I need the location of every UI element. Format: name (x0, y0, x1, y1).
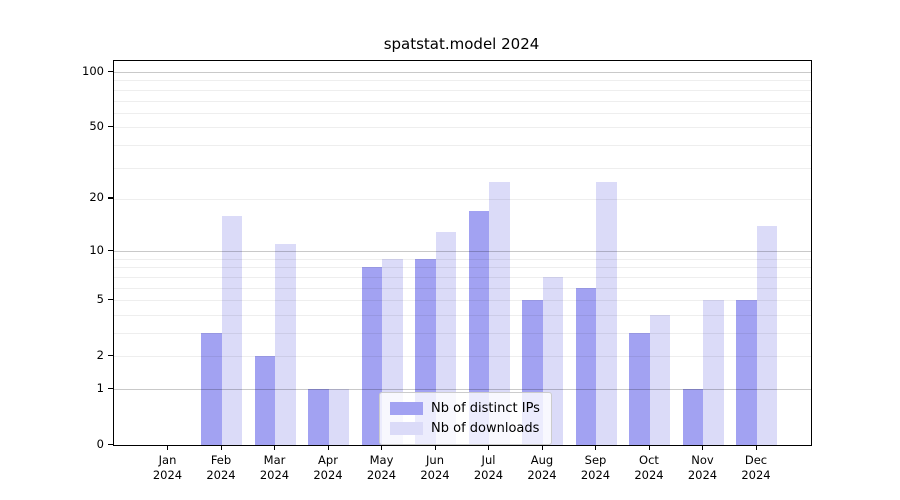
x-tick-label: Apr 2024 (313, 453, 343, 482)
x-tick-label: Mar 2024 (259, 453, 290, 482)
bar-downloads (328, 389, 349, 445)
legend-label-distinct-ips: Nb of distinct IPs (431, 400, 540, 416)
x-tick-mark (434, 446, 436, 450)
x-tick-label: Dec 2024 (741, 453, 771, 482)
legend: Nb of distinct IPs Nb of downloads (379, 392, 552, 445)
x-tick-label: Jun 2024 (420, 453, 450, 482)
x-tick-label: Aug 2024 (527, 453, 557, 482)
x-tick-mark (541, 446, 543, 450)
bar-distinct-ips (629, 333, 650, 445)
x-tick-mark (220, 446, 222, 450)
x-tick-mark (488, 446, 490, 450)
x-tick-mark (595, 446, 597, 450)
y-tick-label: 0 (96, 436, 104, 451)
x-tick-mark (702, 446, 704, 450)
y-tick-label: 2 (96, 347, 104, 362)
y-tick-mark (108, 354, 113, 356)
y-tick-mark (108, 443, 113, 445)
y-tick-mark (108, 387, 113, 389)
legend-row-downloads: Nb of downloads (390, 418, 540, 438)
x-tick-mark (274, 446, 276, 450)
bar-distinct-ips (308, 389, 329, 445)
y-tick-label: 20 (89, 190, 104, 205)
chart-title: spatstat.model 2024 (383, 35, 540, 53)
bar-distinct-ips (575, 287, 596, 445)
x-tick-label: May 2024 (366, 453, 397, 482)
bar-downloads (756, 226, 777, 445)
y-tick-label: 10 (89, 242, 104, 257)
legend-swatch-distinct-ips (390, 401, 423, 415)
x-tick-mark (755, 446, 757, 450)
y-tick-mark (108, 197, 113, 199)
y-tick-label: 100 (82, 63, 104, 78)
bar-distinct-ips (361, 267, 382, 445)
legend-row-distinct-ips: Nb of distinct IPs (390, 398, 540, 418)
y-tick-mark (108, 298, 113, 300)
bar-downloads (489, 181, 510, 445)
bar-downloads (275, 244, 296, 445)
plot-area: Nb of distinct IPs Nb of downloads (113, 60, 812, 446)
legend-label-downloads: Nb of downloads (431, 420, 540, 436)
bar-distinct-ips (736, 300, 757, 445)
bar-downloads (221, 216, 242, 445)
bar-downloads (596, 181, 617, 445)
bar-downloads (435, 231, 456, 445)
x-tick-label: Oct 2024 (634, 453, 664, 482)
x-tick-label: Jul 2024 (473, 453, 504, 482)
x-tick-mark (648, 446, 650, 450)
y-tick-label: 50 (89, 118, 104, 133)
bar-downloads (649, 314, 670, 445)
x-tick-label: Jan 2024 (152, 453, 183, 482)
x-tick-mark (167, 446, 169, 450)
legend-swatch-downloads (390, 421, 423, 435)
bar-downloads (703, 300, 724, 445)
y-tick-mark (108, 70, 113, 72)
bar-distinct-ips (201, 333, 222, 445)
x-tick-label: Feb 2024 (206, 453, 236, 482)
y-tick-label: 1 (96, 380, 104, 395)
x-tick-label: Sep 2024 (580, 453, 611, 482)
bars-layer (114, 61, 811, 445)
bar-distinct-ips (468, 211, 489, 445)
x-tick-mark (327, 446, 329, 450)
bar-distinct-ips (682, 389, 703, 445)
y-tick-label: 5 (96, 291, 104, 306)
y-tick-mark (108, 125, 113, 127)
x-tick-mark (381, 446, 383, 450)
bar-distinct-ips (254, 356, 275, 445)
y-tick-mark (108, 249, 113, 251)
x-tick-label: Nov 2024 (687, 453, 718, 482)
